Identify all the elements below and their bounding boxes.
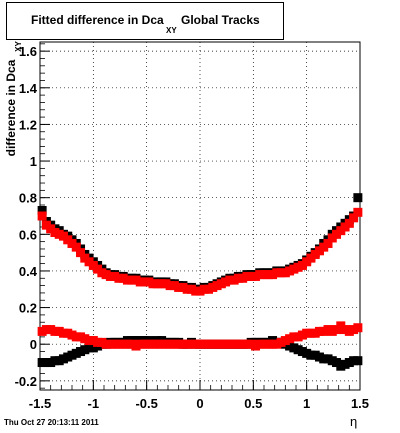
series-3 [37,321,363,351]
data-point [344,218,354,228]
x-tick-label: -1 [88,396,100,411]
y-axis-label-subscript: XY [13,41,23,52]
data-point [71,242,81,252]
title-box: Fitted difference in Dca XY Global Track… [6,2,284,40]
x-tick-label: -1.5 [29,396,51,411]
title-tail: Global Tracks [181,13,260,27]
x-tick-label: -0.5 [135,396,157,411]
y-tick-label: 0.6 [19,227,37,242]
series-2 [37,207,363,296]
x-tick-label: 1 [303,396,310,411]
y-tick-label: 1 [30,154,37,169]
x-axis-label: η [350,414,358,429]
data-point [353,356,363,366]
y-tick-label: -0.2 [15,374,37,389]
title-main: Fitted difference in Dca [31,13,164,27]
data-point [76,248,86,258]
title-subscript: XY [166,26,177,35]
data-point [37,211,47,221]
y-tick-label: 0 [30,337,37,352]
x-tick-label: 0 [196,396,203,411]
y-tick-label: 1.6 [19,44,37,59]
data-point [323,238,333,248]
y-axis-label: difference in Dca [4,59,18,157]
tick-labels: -0.2 0 0.2 0.4 0.6 0.8 1 1.2 1.4 1.6 -1.5 -1 -0.5 0 0.… [15,44,369,411]
data-point [349,213,359,223]
x-tick-label: 1.5 [351,396,369,411]
y-tick-label: 0.4 [19,264,38,279]
y-tick-label: 0.2 [19,301,37,316]
data-point [37,206,47,216]
data-point [353,207,363,217]
data-point [353,323,363,333]
y-tick-label: 1.4 [19,81,38,96]
data-markers [37,193,363,371]
y-tick-label: 1.2 [19,117,37,132]
y-tick-label: 0.8 [19,191,37,206]
timestamp: Thu Oct 27 20:13:11 2011 [4,418,99,427]
x-tick-label: 0.5 [244,396,262,411]
data-point [353,193,363,203]
